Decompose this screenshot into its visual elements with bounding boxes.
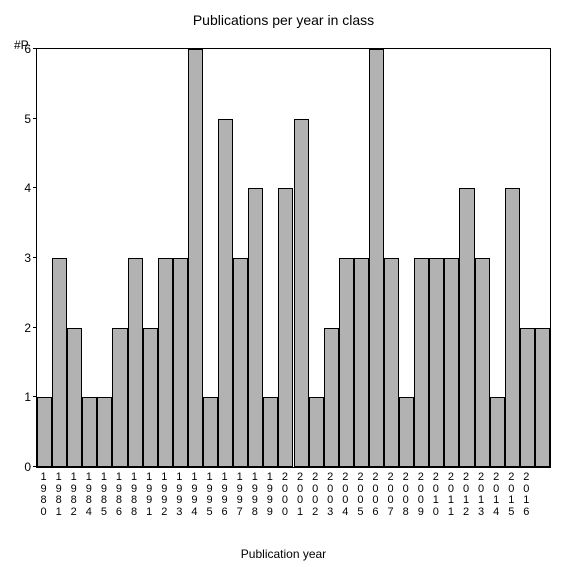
y-tick-mark — [33, 327, 37, 328]
x-tick-label: 1 9 8 4 — [86, 472, 92, 518]
bar — [112, 328, 127, 467]
y-tick-mark — [33, 118, 37, 119]
x-tick-label: 2 0 1 3 — [478, 472, 484, 518]
bar — [158, 258, 173, 467]
x-tick-label: 2 0 0 4 — [342, 472, 348, 518]
x-tick-label: 1 9 9 8 — [252, 472, 258, 518]
bar — [67, 328, 82, 467]
bars-group — [37, 49, 550, 467]
x-tick-label: 1 9 9 2 — [161, 472, 167, 518]
bar — [309, 397, 324, 467]
bar — [218, 119, 233, 467]
bar — [490, 397, 505, 467]
y-tick-mark — [33, 48, 37, 49]
y-tick-label: 4 — [24, 182, 37, 194]
x-tick-label: 1 9 8 2 — [71, 472, 77, 518]
x-tick-label: 2 0 0 6 — [372, 472, 378, 518]
chart-container: Publications per year in class #P 012345… — [0, 0, 567, 567]
bar — [52, 258, 67, 467]
x-tick-label: 2 0 0 1 — [297, 472, 303, 518]
x-tick-label: 2 0 1 6 — [523, 472, 529, 518]
bar — [37, 397, 52, 467]
y-tick-mark — [33, 466, 37, 467]
x-tick-label: 2 0 0 5 — [357, 472, 363, 518]
bar — [82, 397, 97, 467]
bar — [475, 258, 490, 467]
bar — [128, 258, 143, 467]
x-tick-label: 2 0 1 5 — [508, 472, 514, 518]
x-tick-label: 1 9 9 6 — [222, 472, 228, 518]
x-tick-label: 2 0 1 2 — [463, 472, 469, 518]
x-axis-label: Publication year — [0, 547, 567, 561]
bar — [384, 258, 399, 467]
y-tick-mark — [33, 257, 37, 258]
y-tick-mark — [33, 187, 37, 188]
bar — [97, 397, 112, 467]
x-tick-label: 1 9 8 8 — [131, 472, 137, 518]
x-tick-label: 2 0 0 3 — [327, 472, 333, 518]
x-tick-label: 1 9 8 1 — [56, 472, 62, 518]
bar — [263, 397, 278, 467]
bar — [203, 397, 218, 467]
x-tick-label: 1 9 9 9 — [267, 472, 273, 518]
bar — [444, 258, 459, 467]
bar — [369, 49, 384, 467]
x-tick-label: 1 9 9 5 — [206, 472, 212, 518]
chart-title: Publications per year in class — [0, 12, 567, 28]
bar — [278, 188, 293, 467]
x-tick-label: 1 9 9 7 — [237, 472, 243, 518]
bar — [459, 188, 474, 467]
x-tick-label: 2 0 0 2 — [312, 472, 318, 518]
x-tick-label: 1 9 8 0 — [40, 472, 46, 518]
x-tick-label: 1 9 8 5 — [101, 472, 107, 518]
x-tick-label: 1 9 8 6 — [116, 472, 122, 518]
x-tick-label: 2 0 1 1 — [448, 472, 454, 518]
x-tick-label: 2 0 1 0 — [433, 472, 439, 518]
x-tick-label: 2 0 0 8 — [403, 472, 409, 518]
bar — [505, 188, 520, 467]
bar — [173, 258, 188, 467]
x-tick-label: 2 0 0 7 — [388, 472, 394, 518]
bar — [233, 258, 248, 467]
x-tick-label: 1 9 9 1 — [146, 472, 152, 518]
bar — [414, 258, 429, 467]
bar — [143, 328, 158, 467]
bar — [535, 328, 550, 467]
bar — [188, 49, 203, 467]
bar — [248, 188, 263, 467]
bar — [324, 328, 339, 467]
bar — [354, 258, 369, 467]
y-tick-label: 6 — [24, 43, 37, 55]
bar — [429, 258, 444, 467]
y-tick-label: 2 — [24, 322, 37, 334]
x-tick-label: 2 0 0 0 — [282, 472, 288, 518]
x-tick-label: 1 9 9 4 — [191, 472, 197, 518]
bar — [294, 119, 309, 467]
x-tick-label: 1 9 9 3 — [176, 472, 182, 518]
plot-area: 0123456 — [36, 48, 551, 468]
y-tick-label: 5 — [24, 113, 37, 125]
bar — [399, 397, 414, 467]
bar — [339, 258, 354, 467]
y-tick-label: 3 — [24, 252, 37, 264]
y-tick-mark — [33, 396, 37, 397]
x-tick-label: 2 0 1 4 — [493, 472, 499, 518]
y-tick-label: 1 — [24, 391, 37, 403]
x-labels-group: 1 9 8 0 1 9 8 1 1 9 8 2 1 9 8 4 1 9 8 5 1 9 8… — [36, 470, 551, 530]
bar — [520, 328, 535, 467]
x-tick-label: 2 0 0 9 — [418, 472, 424, 518]
